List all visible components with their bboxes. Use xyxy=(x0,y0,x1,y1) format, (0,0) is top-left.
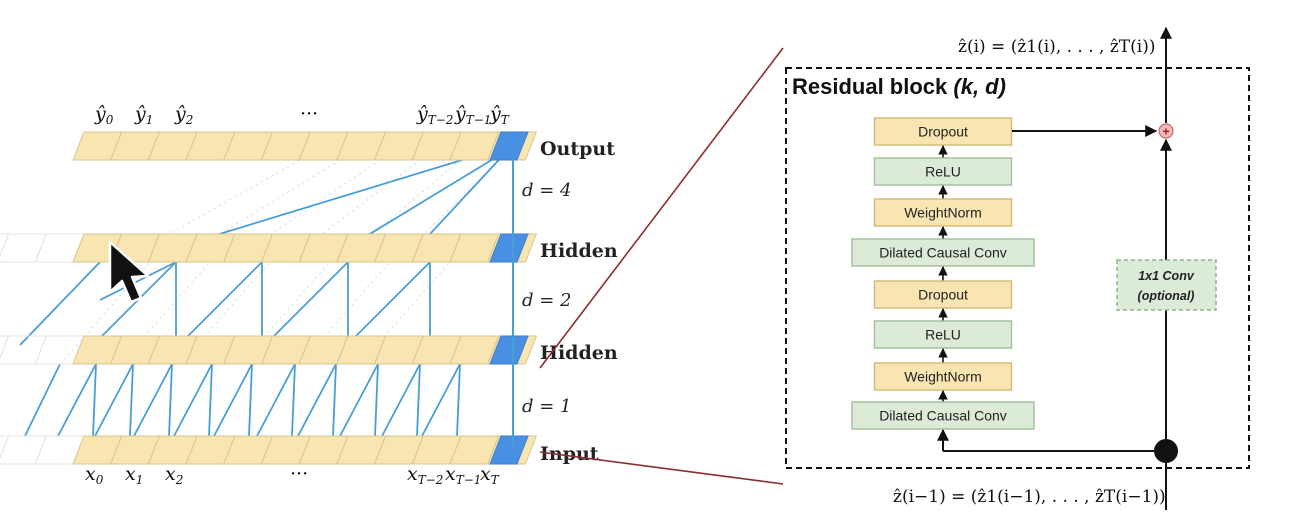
stack-box-label-0: Dropout xyxy=(918,124,968,140)
faded-dotted-line xyxy=(119,159,301,263)
connector-line-bottom xyxy=(539,451,784,485)
residual-block-title: Residual block (k, d) xyxy=(792,74,1006,99)
faded-dotted-line xyxy=(339,159,461,263)
edge-d4 xyxy=(349,149,509,247)
edge-d1-diagonal xyxy=(213,363,253,437)
edge-d2-diagonal xyxy=(19,261,101,346)
input-split-node xyxy=(1154,439,1178,463)
edge-d1-vertical xyxy=(129,363,134,437)
final-node-output xyxy=(489,131,529,161)
edge-d2-diagonal xyxy=(177,261,263,347)
faded-dotted-line xyxy=(284,159,421,263)
edge-d1-diagonal xyxy=(57,363,97,437)
layer-name-input: Input xyxy=(540,443,599,465)
final-node-input xyxy=(489,435,529,465)
tcn-layers xyxy=(0,131,538,465)
edge-d1-vertical xyxy=(248,363,253,437)
edge-d1-vertical xyxy=(456,363,461,437)
edge-d1-vertical xyxy=(168,363,173,437)
edge-d2-diagonal xyxy=(345,261,431,347)
edge-d2-diagonal xyxy=(91,261,177,347)
final-node-hidden-bottom xyxy=(489,335,529,365)
sum-node-plus: + xyxy=(1162,125,1169,139)
output-label-0: ŷ0 xyxy=(94,103,114,127)
edge-d1-vertical xyxy=(416,363,421,437)
connector-line-top xyxy=(539,47,784,369)
edge-d1-diagonal xyxy=(381,363,421,437)
stack-box-label-6: WeightNorm xyxy=(904,369,982,385)
stack-box-4 xyxy=(873,280,1013,309)
edge-d1-vertical xyxy=(332,363,337,437)
stack-box-0 xyxy=(873,117,1013,146)
output-label-2: ŷ2 xyxy=(174,103,193,127)
top-formula: ẑ(i) = (ẑ1(i), . . . , ẑT(i)) xyxy=(958,37,1155,57)
one-by-one-conv-box xyxy=(1116,259,1217,311)
edge-d1-diagonal xyxy=(256,363,296,437)
final-node-hidden-top xyxy=(489,233,529,263)
edge-d1-vertical xyxy=(208,363,213,437)
one-by-one-conv-optional: (optional) xyxy=(1138,289,1195,303)
edge-d2-diagonal xyxy=(263,261,349,347)
dilation-label-2: d = 2 xyxy=(522,290,572,311)
bottom-formula: ẑ(i−1) = (ẑ1(i−1), . . . , ẑT(i−1)) xyxy=(893,487,1166,507)
input-label-2: x2 xyxy=(165,463,183,487)
edge-d1-diagonal xyxy=(421,363,461,437)
input-label-0: x0 xyxy=(85,463,104,487)
input-label-3: ··· xyxy=(290,463,308,485)
stack-box-label-2: WeightNorm xyxy=(904,205,982,221)
edge-d1-vertical xyxy=(374,363,379,437)
edge-d1-vertical xyxy=(291,363,296,437)
stack-box-label-7: Dilated Causal Conv xyxy=(879,408,1007,424)
output-label-4: ŷT−2 xyxy=(416,103,453,127)
stack-box-label-1: ReLU xyxy=(925,164,961,180)
output-labels: ŷ0 ŷ1 ŷ2 ··· ŷT−2 ŷT−1ŷT xyxy=(94,103,510,127)
tcn-diagram: ŷ0 ŷ1 ŷ2 ··· ŷT−2 ŷT−1ŷT x0 x1 x2 ··· xT−2 xT−1xT … xyxy=(0,103,618,487)
stack-box-2 xyxy=(873,198,1013,227)
edge-d1-diagonal xyxy=(173,363,213,437)
input-label-4: xT−2 xyxy=(407,463,443,487)
ghost-cell-input xyxy=(0,435,10,460)
dilation-label-4: d = 4 xyxy=(522,180,572,201)
stack-box-label-5: ReLU xyxy=(925,327,961,343)
stack-box-7 xyxy=(851,401,1035,430)
stack-box-3 xyxy=(851,238,1035,267)
output-label-5: ŷT−1 xyxy=(454,103,491,127)
edge-d1-diagonal xyxy=(24,363,61,437)
residual-block: Residual block (k, d) ẑ(i) = (ẑ1(i), . .… xyxy=(785,26,1250,510)
layer-name-hidden-top: Hidden xyxy=(540,240,618,262)
one-by-one-conv-label: 1x1 Conv xyxy=(1138,269,1195,283)
stack-box-label-3: Dilated Causal Conv xyxy=(879,245,1007,261)
ghost-cell-hidden-top xyxy=(0,233,10,258)
edge-d1-diagonal xyxy=(297,363,337,437)
input-label-5: xT−1 xyxy=(445,463,481,487)
input-label-6: xT xyxy=(480,463,500,487)
edge-d2-diagonal xyxy=(99,261,177,301)
stack-box-label-4: Dropout xyxy=(918,287,968,303)
output-label-3: ··· xyxy=(300,103,318,125)
edge-d4 xyxy=(429,149,509,235)
dilated-connections xyxy=(19,145,509,437)
residual-layer-stack: Dropout ReLU WeightNorm Dilated Causal Conv… xyxy=(851,117,1035,430)
input-labels: x0 x1 x2 ··· xT−2 xT−1xT xyxy=(85,463,500,487)
sum-node xyxy=(1158,123,1174,139)
stack-box-1 xyxy=(873,157,1013,186)
stack-box-5 xyxy=(873,320,1013,349)
edge-d4 xyxy=(179,145,509,247)
output-label-1: ŷ1 xyxy=(134,103,153,127)
mouse-cursor-icon xyxy=(108,240,150,304)
edge-d1-vertical xyxy=(92,363,97,437)
layer-name-hidden-bottom: Hidden xyxy=(540,342,618,364)
input-label-1: x1 xyxy=(125,463,143,487)
edge-d1-diagonal xyxy=(94,363,134,437)
ghost-cell-hidden-bottom xyxy=(0,335,10,360)
edge-d1-diagonal xyxy=(339,363,379,437)
stack-box-6 xyxy=(873,362,1013,391)
edge-d1-diagonal xyxy=(133,363,173,437)
dilation-label-1: d = 1 xyxy=(522,396,572,417)
residual-block-border xyxy=(785,67,1250,469)
layer-name-output: Output xyxy=(540,138,615,160)
faded-dotted-line xyxy=(174,159,341,263)
output-label-6: ŷT xyxy=(489,103,510,127)
